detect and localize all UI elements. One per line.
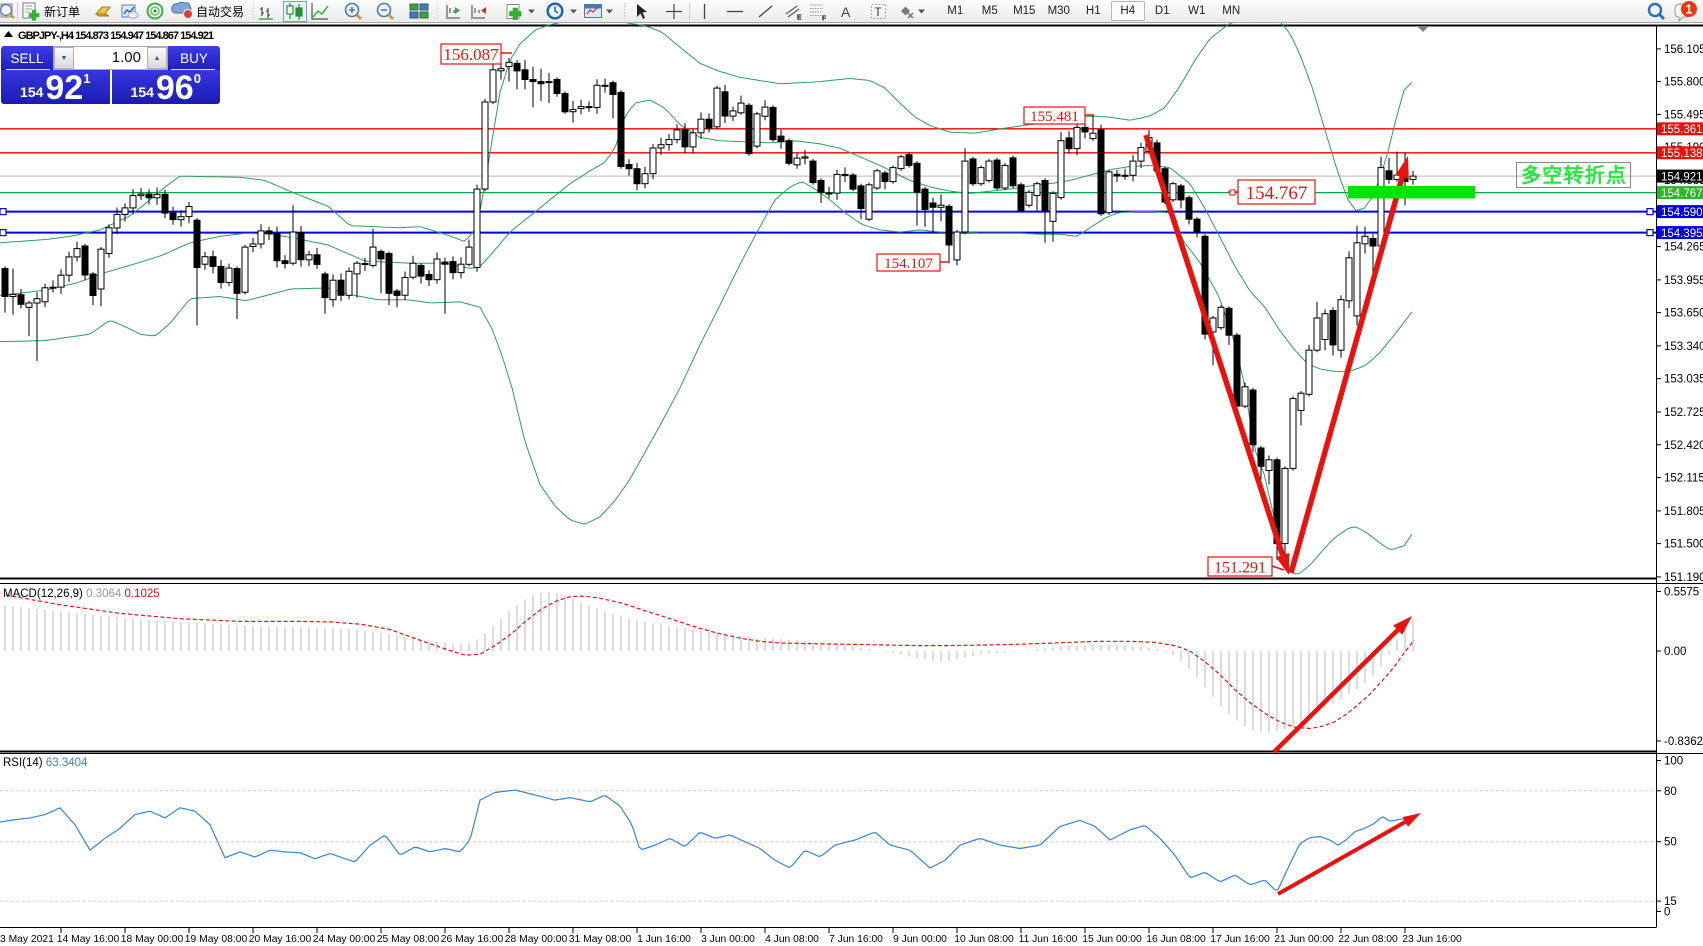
svg-text:0.00: 0.00 <box>1664 646 1686 658</box>
svg-text:154.921: 154.921 <box>1661 171 1703 183</box>
svg-text:自动交易: 自动交易 <box>196 4 244 19</box>
svg-text:0: 0 <box>1664 907 1670 919</box>
svg-text:155.361: 155.361 <box>1661 124 1703 136</box>
svg-text:20 May 16:00: 20 May 16:00 <box>249 934 312 945</box>
svg-text:1: 1 <box>1686 3 1693 17</box>
svg-text:153.340: 153.340 <box>1664 341 1703 353</box>
svg-text:9 Jun 00:00: 9 Jun 00:00 <box>893 934 947 945</box>
svg-text:17 Jun 16:00: 17 Jun 16:00 <box>1210 934 1270 945</box>
svg-text:15 Jun 00:00: 15 Jun 00:00 <box>1082 934 1142 945</box>
svg-text:MACD(12,26,9) 0.3064 0.1025: MACD(12,26,9) 0.3064 0.1025 <box>3 588 160 600</box>
svg-text:10 Jun 08:00: 10 Jun 08:00 <box>954 934 1014 945</box>
svg-text:15: 15 <box>1664 896 1677 908</box>
svg-text:151.805: 151.805 <box>1664 506 1703 518</box>
svg-text:多空转折点: 多空转折点 <box>1521 163 1626 187</box>
svg-text:23 Jun 16:00: 23 Jun 16:00 <box>1402 934 1462 945</box>
svg-text:152.115: 152.115 <box>1664 473 1703 485</box>
svg-text:4 Jun 08:00: 4 Jun 08:00 <box>765 934 819 945</box>
svg-text:155.800: 155.800 <box>1664 77 1703 89</box>
svg-text:154.107: 154.107 <box>884 256 933 272</box>
svg-text:22 Jun 08:00: 22 Jun 08:00 <box>1338 934 1398 945</box>
svg-text:T: T <box>875 7 882 19</box>
svg-text:19 May 08:00: 19 May 08:00 <box>185 934 248 945</box>
svg-text:156.105: 156.105 <box>1664 44 1703 56</box>
svg-text:16 Jun 08:00: 16 Jun 08:00 <box>1146 934 1206 945</box>
svg-text:80: 80 <box>1664 786 1677 798</box>
svg-text:-0.8362: -0.8362 <box>1664 736 1703 748</box>
svg-text:28 May 00:00: 28 May 00:00 <box>505 934 568 945</box>
svg-text:151.291: 151.291 <box>1214 559 1266 576</box>
svg-text:26 May 16:00: 26 May 16:00 <box>441 934 504 945</box>
svg-text:3 May 2021: 3 May 2021 <box>0 934 54 945</box>
svg-text:156.087: 156.087 <box>443 45 499 64</box>
svg-text:14 May 16:00: 14 May 16:00 <box>57 934 120 945</box>
svg-text:152.725: 152.725 <box>1664 407 1703 419</box>
svg-text:3 Jun 00:00: 3 Jun 00:00 <box>701 934 755 945</box>
svg-text:0.5575: 0.5575 <box>1664 587 1699 599</box>
svg-text:RSI(14) 63.3404: RSI(14) 63.3404 <box>3 757 88 769</box>
svg-text:GBPJPY-,H4 154.873 154.947 15: GBPJPY-,H4 154.873 154.947 154.867 154.9… <box>18 30 214 42</box>
svg-text:155.481: 155.481 <box>1030 109 1079 125</box>
svg-text:1 Jun 16:00: 1 Jun 16:00 <box>637 934 691 945</box>
svg-text:7 Jun 16:00: 7 Jun 16:00 <box>829 934 883 945</box>
svg-text:25 May 08:00: 25 May 08:00 <box>377 934 440 945</box>
svg-text:154.590: 154.590 <box>1661 207 1703 219</box>
svg-text:50: 50 <box>1664 837 1677 849</box>
svg-text:154.395: 154.395 <box>1661 228 1703 240</box>
svg-text:152.420: 152.420 <box>1664 440 1703 452</box>
svg-text:153.650: 153.650 <box>1664 308 1703 320</box>
svg-text:154.767: 154.767 <box>1246 183 1308 204</box>
svg-text:154.265: 154.265 <box>1664 242 1703 254</box>
svg-text:A: A <box>841 4 851 20</box>
svg-text:153.955: 153.955 <box>1664 275 1703 287</box>
svg-text:11 Jun 16:00: 11 Jun 16:00 <box>1019 934 1078 945</box>
svg-text:E: E <box>797 15 802 22</box>
svg-text:21 Jun 00:00: 21 Jun 00:00 <box>1274 934 1334 945</box>
svg-text:155.495: 155.495 <box>1664 109 1703 121</box>
svg-text:151.190: 151.190 <box>1664 572 1703 584</box>
svg-text:24 May 00:00: 24 May 00:00 <box>313 934 376 945</box>
svg-text:18 May 00:00: 18 May 00:00 <box>121 934 184 945</box>
svg-text:154.767: 154.767 <box>1661 188 1703 200</box>
svg-text:153.035: 153.035 <box>1664 374 1703 386</box>
svg-text:新订单: 新订单 <box>44 4 80 19</box>
svg-text:100: 100 <box>1664 756 1683 768</box>
svg-text:155.138: 155.138 <box>1661 148 1703 160</box>
svg-text:F: F <box>822 16 827 23</box>
svg-text:151.500: 151.500 <box>1664 539 1703 551</box>
svg-text:31 May 08:00: 31 May 08:00 <box>569 934 632 945</box>
